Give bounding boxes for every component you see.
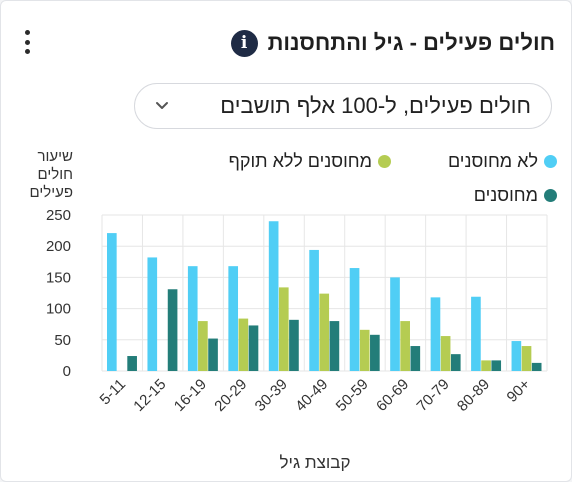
bars-layer [107, 221, 542, 371]
y-axis-title-line: חולים [38, 166, 74, 183]
x-tick-label: 16-19 [171, 376, 210, 415]
bar [481, 360, 491, 371]
bar [349, 268, 360, 371]
x-axis-title: קבוצת גיל [280, 453, 351, 472]
bar [289, 319, 299, 371]
y-tick-label: 50 [54, 332, 71, 349]
bar [309, 249, 319, 371]
x-tick-label: 60-69 [373, 376, 412, 415]
bar [329, 321, 340, 371]
legend-swatch-vaccinated [544, 189, 557, 202]
legend-swatch-expired [378, 155, 391, 168]
bar [521, 346, 532, 371]
y-tick-label: 250 [46, 207, 71, 224]
bar [268, 221, 279, 371]
x-tick-label: 40-49 [292, 376, 331, 415]
card-title: חולים פעילים - גיל והתחסנות [267, 30, 555, 55]
bar [228, 266, 239, 371]
legend-item-unvaccinated[interactable]: לא מחוסנים [448, 151, 557, 172]
x-tick-label: 5-11 [97, 376, 129, 408]
bar [238, 318, 249, 371]
bar [471, 296, 481, 371]
x-tick-label: 80-89 [454, 376, 493, 415]
bar [440, 336, 451, 371]
x-tick-label: 50-59 [333, 376, 372, 415]
bar [359, 329, 370, 371]
legend-item-vaccinated[interactable]: מחוסנים [474, 185, 557, 206]
info-icon[interactable]: i [230, 29, 258, 57]
x-tick-label: 90+ [504, 376, 534, 406]
x-tick-label: 20-29 [211, 376, 250, 415]
bar [491, 360, 502, 371]
bar [278, 287, 289, 371]
x-tick-label: 30-39 [252, 376, 291, 415]
legend-label-vaccinated: מחוסנים [473, 185, 538, 205]
bar [450, 354, 461, 371]
metric-select[interactable]: חולים פעילים, ל-100 אלף תושבים [134, 83, 552, 129]
y-axis-title-line: שיעור [38, 148, 74, 165]
bar [370, 334, 380, 371]
y-tick-label: 0 [63, 363, 71, 380]
y-axis-ticks: 0 50 100 150 200 250 [46, 207, 71, 380]
y-tick-label: 200 [46, 238, 71, 255]
bar [187, 266, 198, 371]
more-vertical-icon[interactable] [21, 27, 33, 57]
bar [400, 321, 410, 371]
y-tick-label: 150 [46, 269, 71, 286]
legend-label-expired: מחוסנים ללא תוקף [228, 151, 372, 171]
card-header: חולים פעילים - גיל והתחסנות i [15, 23, 555, 63]
bar [127, 356, 137, 371]
bar [107, 233, 117, 371]
bar [410, 346, 421, 371]
bar [430, 297, 441, 371]
y-tick-label: 100 [46, 301, 71, 318]
bar [208, 338, 218, 371]
x-axis-ticks: 5-11 12-15 16-19 20-29 30-39 40-49 50-59 60-69 7… [97, 376, 534, 415]
legend-label-unvaccinated: לא מחוסנים [447, 151, 538, 171]
bar [511, 341, 522, 371]
legend-item-expired[interactable]: מחוסנים ללא תוקף [229, 151, 391, 172]
bar [390, 277, 400, 371]
bar [248, 325, 259, 371]
bar [167, 289, 178, 371]
bar [198, 321, 208, 371]
bar [531, 362, 542, 371]
x-tick-label: 12-15 [130, 376, 169, 415]
legend-swatch-unvaccinated [544, 155, 557, 168]
y-axis-title-line: פעילים [30, 184, 74, 201]
metric-select-value: חולים פעילים, ל-100 אלף תושבים [220, 93, 531, 118]
bar [319, 293, 330, 371]
chevron-down-icon [156, 102, 168, 109]
x-tick-label: 70-79 [414, 376, 453, 415]
bar [147, 257, 158, 371]
